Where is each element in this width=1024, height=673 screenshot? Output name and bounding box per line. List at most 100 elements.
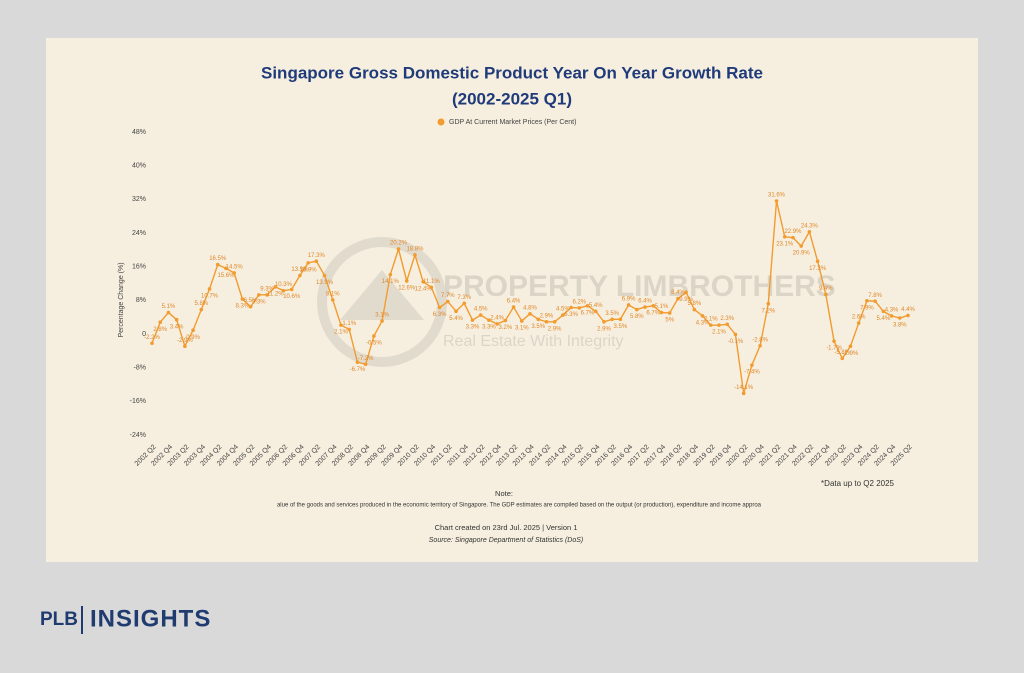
- y-tick-label: -24%: [130, 432, 146, 439]
- data-label: 3.4%: [170, 324, 184, 330]
- data-label: 5%: [665, 318, 674, 324]
- data-point: [889, 314, 894, 318]
- data-point: [421, 280, 425, 284]
- data-point: [232, 271, 236, 275]
- data-label: 9.3%: [260, 286, 274, 292]
- data-point: [257, 293, 261, 297]
- data-point: [750, 363, 754, 367]
- data-point: [593, 309, 598, 314]
- data-label: 6.3%: [564, 312, 578, 318]
- brand-divider: [81, 606, 83, 634]
- data-point: [207, 287, 212, 291]
- data-point: [372, 334, 376, 338]
- data-point: [289, 287, 294, 292]
- data-label: 6.7%: [581, 310, 595, 316]
- y-tick-label: 16%: [132, 264, 146, 271]
- data-point: [158, 320, 163, 325]
- data-point: [487, 318, 491, 322]
- data-point: [708, 323, 713, 327]
- data-point: [733, 332, 738, 337]
- data-label: 3.1%: [515, 326, 529, 332]
- data-label: 12.4%: [415, 286, 433, 292]
- brand-right: INSIGHTS: [90, 605, 211, 632]
- data-point: [766, 301, 771, 306]
- data-label: 14.1%: [382, 279, 400, 285]
- data-label: 13.9%: [291, 267, 309, 273]
- data-point: [585, 304, 590, 308]
- data-label: 18.8%: [406, 246, 424, 252]
- data-point: [832, 339, 836, 343]
- data-point: [848, 344, 853, 349]
- data-label: -7.2%: [358, 356, 374, 362]
- data-label: 17.3%: [308, 253, 326, 259]
- data-point: [741, 391, 746, 396]
- data-label: 7.2%: [761, 308, 775, 314]
- data-label: 14.5%: [226, 265, 244, 271]
- data-label: 2.3%: [720, 316, 734, 322]
- data-label: 24.3%: [801, 223, 819, 229]
- data-point: [856, 321, 861, 325]
- data-label: 10.3%: [275, 282, 293, 288]
- data-label: 17.3%: [809, 266, 827, 272]
- chart-title: Singapore Gross Domestic Product Year On…: [261, 63, 763, 82]
- data-point: [758, 343, 762, 348]
- data-point: [470, 318, 475, 322]
- data-point: [363, 362, 368, 367]
- created-note: Chart created on 23rd Jul. 2025 | Versio…: [435, 523, 578, 532]
- note-title: Note:: [495, 489, 513, 498]
- data-label: 5.8%: [688, 301, 702, 307]
- data-label: 7.9%: [860, 305, 874, 311]
- data-point: [897, 316, 902, 320]
- data-point: [610, 317, 614, 322]
- chart-card: [46, 38, 978, 562]
- y-tick-label: -16%: [130, 398, 146, 405]
- data-label: 11.1%: [423, 279, 440, 285]
- data-label: 5.4%: [877, 316, 891, 322]
- data-label: 4.5%: [474, 307, 488, 313]
- data-point: [183, 344, 187, 349]
- data-label: 2.9%: [548, 326, 562, 332]
- data-label: 4.3%: [696, 320, 710, 326]
- data-point: [602, 319, 606, 324]
- data-point: [865, 298, 869, 303]
- watermark-tagline: Real Estate With Integrity: [443, 333, 624, 350]
- data-label: 6.2%: [572, 299, 586, 305]
- data-point: [347, 327, 352, 332]
- data-label: 3.2%: [499, 325, 513, 331]
- data-label: -14.1%: [734, 385, 754, 391]
- data-point: [495, 322, 499, 326]
- data-point: [667, 311, 672, 315]
- data-label: 5.8%: [630, 314, 644, 320]
- data-label: 6.5%: [244, 298, 258, 304]
- data-label: 5.1%: [162, 304, 176, 310]
- data-label: 31.6%: [768, 193, 786, 199]
- data-point: [273, 285, 278, 289]
- data-label: 9.9%: [679, 297, 693, 303]
- data-point: [774, 199, 779, 203]
- data-point: [314, 259, 319, 263]
- data-label: -5.8%: [834, 350, 850, 356]
- data-label: 3.3%: [466, 325, 480, 331]
- data-point: [700, 314, 705, 318]
- y-tick-label: 24%: [132, 230, 146, 237]
- data-label: 22.9%: [784, 229, 802, 235]
- data-point: [807, 229, 812, 234]
- data-point: [692, 307, 697, 312]
- data-label: 5.1%: [655, 304, 669, 310]
- data-point: [676, 296, 680, 301]
- data-point: [791, 235, 795, 240]
- y-tick-label: 40%: [132, 163, 146, 170]
- data-label: 3.5%: [614, 324, 628, 330]
- data-point: [659, 310, 664, 315]
- watermark: PROPERTY LIMBROTHERS Real Estate With In…: [317, 237, 836, 367]
- data-label: 5.8%: [194, 301, 208, 307]
- data-label: 2.4%: [490, 315, 504, 321]
- data-label: 3.8%: [893, 323, 907, 329]
- data-label: 2.1%: [712, 330, 726, 336]
- data-label: 2.8%: [153, 327, 167, 333]
- data-point: [544, 319, 549, 324]
- data-point: [330, 298, 335, 302]
- data-label: 1.1%: [342, 321, 356, 327]
- data-point: [322, 273, 327, 278]
- legend: GDP At Current Market Prices (Per Cent): [437, 118, 576, 126]
